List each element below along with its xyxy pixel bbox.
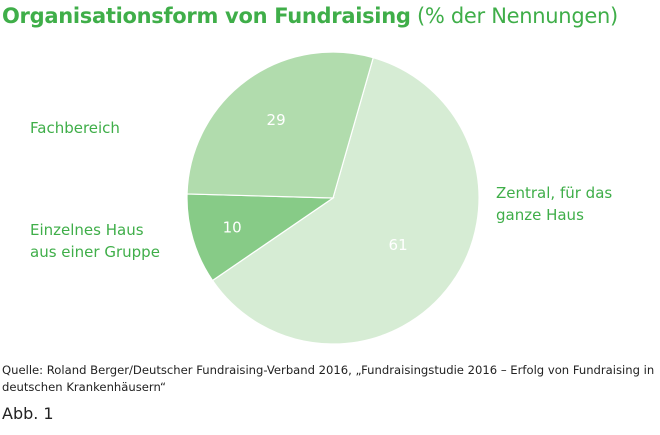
category-label-zentral-line-1: Zentral, für das: [496, 184, 613, 202]
value-label-zentral: 61: [389, 236, 408, 254]
chart-title-unit: (% der Nennungen): [416, 4, 618, 28]
pie-slice-zentral: [211, 56, 480, 345]
category-label-einzelnes-haus: Einzelnes Haus aus einer Gruppe: [30, 219, 160, 263]
value-label-einzelnes-haus: 10: [223, 219, 242, 237]
category-label-einzelnes-haus-line-1: Einzelnes Haus: [30, 221, 144, 239]
source-note: Quelle: Roland Berger/Deutscher Fundrais…: [2, 363, 655, 394]
category-label-zentral-line-2: ganze Haus: [496, 206, 584, 224]
category-label-fachbereich: Fachbereich: [30, 117, 120, 139]
chart-title: Organisationsform von Fundraising (% der…: [2, 2, 618, 30]
category-label-zentral: Zentral, für das ganze Haus: [496, 182, 612, 226]
figure-label: Abb. 1: [2, 404, 54, 423]
pie-slice-fachbereich: [186, 51, 374, 199]
value-label-fachbereich: 29: [267, 111, 286, 129]
pie-slice-einzelnes-haus: [186, 193, 335, 282]
category-label-fachbereich-line-1: Fachbereich: [30, 119, 120, 137]
chart-title-main: Organisationsform von Fundraising: [2, 4, 411, 28]
category-label-einzelnes-haus-line-2: aus einer Gruppe: [30, 243, 160, 261]
